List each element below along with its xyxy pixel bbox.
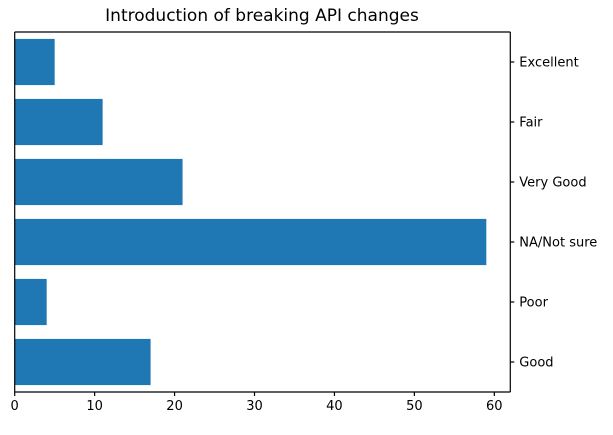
y-tick-label: Excellent bbox=[519, 56, 578, 71]
x-tick-label: 10 bbox=[86, 399, 103, 414]
y-tick-label: Poor bbox=[519, 296, 548, 311]
x-tick-label: 30 bbox=[246, 399, 263, 414]
x-tick-label: 60 bbox=[486, 399, 503, 414]
y-tick-label: Good bbox=[519, 356, 553, 371]
y-tick-label: NA/Not sure bbox=[519, 236, 597, 251]
bar bbox=[14, 278, 47, 326]
x-tick-label: 40 bbox=[326, 399, 343, 414]
y-tick-label: Fair bbox=[519, 116, 543, 131]
x-tick-label: 50 bbox=[406, 399, 423, 414]
y-tick-label: Very Good bbox=[519, 176, 586, 191]
bar bbox=[14, 98, 103, 146]
x-tick-label: 0 bbox=[11, 399, 19, 414]
bar bbox=[14, 38, 55, 86]
bar bbox=[14, 158, 183, 206]
plot-area: Excellent Fair Very Good NA/Not sure Poor Goo… bbox=[11, 31, 597, 414]
chart-title: Introduction of breaking API changes bbox=[105, 6, 419, 26]
x-tick-label: 20 bbox=[166, 399, 183, 414]
bar bbox=[14, 338, 151, 386]
bar bbox=[14, 218, 487, 266]
